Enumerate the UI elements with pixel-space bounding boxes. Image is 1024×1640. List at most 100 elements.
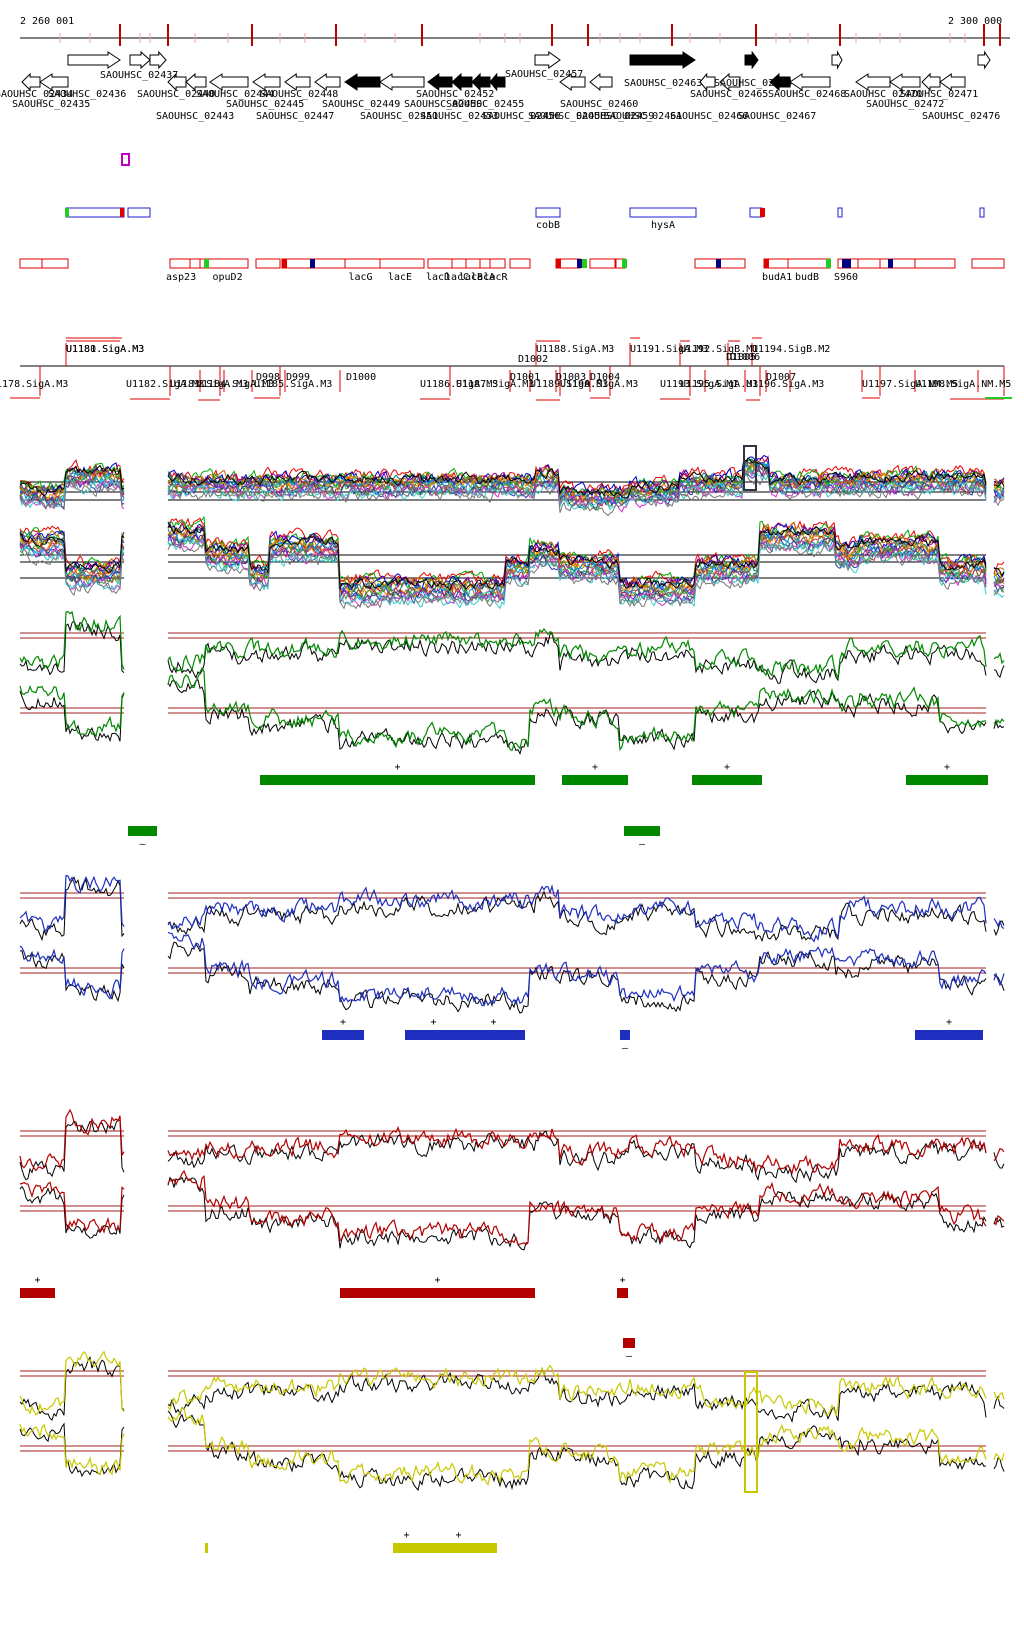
coord-end: 2 300 000 (948, 16, 1002, 27)
feature-label: lacR (484, 272, 509, 283)
green-plus-segment (260, 775, 535, 785)
promoter-label: U1194.SigB.M2 (752, 344, 830, 355)
feature-red-box (971, 258, 1005, 269)
panel-trace-black (19, 679, 1005, 755)
feature-red-box (169, 258, 191, 269)
yellow-plus-segment (420, 1543, 497, 1553)
red-plus-segment (340, 1288, 535, 1298)
feature-red-box (204, 258, 249, 269)
promoter-label: U1184.SigA.M3 (196, 379, 274, 390)
gene-label: SAOUHSC_02476 (922, 111, 1000, 122)
feature-red-box (379, 258, 425, 269)
gene-label: SAOUHSC_02464 (714, 78, 792, 89)
red-minus-segment (623, 1338, 635, 1348)
feature-red-box (451, 258, 467, 269)
gene-arrow (921, 72, 941, 92)
gene-arrow (185, 72, 207, 92)
gene-arrow (167, 72, 187, 92)
feature-blue-box (979, 207, 985, 218)
gene-label: SAOUHSC_02434 (0, 89, 73, 100)
overview-trace-black (19, 523, 1005, 591)
gene-arrow (939, 73, 966, 91)
gene-arrow (744, 50, 759, 70)
red-minus-sign: – (626, 1351, 633, 1362)
overview-trace-bottom (19, 521, 1005, 593)
blue-plus-sign: + (946, 1017, 952, 1028)
feature-red-box (509, 258, 531, 269)
promoter-label: D999 (286, 372, 310, 383)
red-plus-segment (617, 1288, 628, 1298)
red-plus-sign: + (620, 1275, 626, 1286)
promoter-label: D1001 (510, 372, 540, 383)
panel-trace-color (19, 610, 1005, 680)
panel-trace-color (19, 667, 1005, 752)
promoter-label: U1187.SigA.M3 (456, 379, 534, 390)
overview-trace-bottom (19, 517, 1005, 587)
feature-red-box (787, 258, 831, 269)
panel-trace-color (19, 1108, 1005, 1175)
feature-label: lacD (426, 272, 450, 283)
gene-label: SAOUHSC_02444 (196, 89, 274, 100)
blue-minus-segment (620, 1030, 630, 1040)
feature-label: budB (795, 272, 819, 283)
expression-tracks: + + + + – – + + + + – + + + – + + (19, 445, 1005, 1553)
blue-minus-sign: – (622, 1043, 629, 1054)
feature-green-mark (65, 208, 69, 217)
blue-plus-segment (915, 1030, 983, 1040)
gene-label: SAOUHSC_02448 (260, 89, 338, 100)
promoter-label: D1002 (518, 354, 548, 365)
promoter-label: U1183.SigA.M3 (170, 379, 248, 390)
feature-blue-box (127, 207, 151, 218)
gene-label: SAOUHSC_02445 (226, 99, 304, 110)
gene-label: SAOUHSC_02440 (137, 89, 215, 100)
panel-trace-color (19, 931, 1005, 1007)
feature-red-box (255, 258, 281, 269)
yellow-plus-segment (393, 1543, 420, 1553)
panel-trace-color (19, 1407, 1005, 1486)
promoter-label: D1004 (590, 372, 620, 383)
feature-blue-box (837, 207, 843, 218)
feature-label: lacB (459, 272, 483, 283)
promoter-label: U1193.SigA.M1 (660, 379, 738, 390)
panel-trace-color (19, 1350, 1005, 1418)
gene-label: SAOUHSC_02458 (528, 111, 606, 122)
red-plus-sign: + (35, 1275, 41, 1286)
feature-label: lacC (445, 272, 469, 283)
gene-label: SAOUHSC_02471 (900, 89, 978, 100)
gene-arrow (855, 73, 891, 91)
gene-arrow (889, 73, 921, 91)
gene-label: SAOUHSC_02452 (416, 89, 494, 100)
feature-red-box (427, 258, 453, 269)
blue-plus-segment (322, 1030, 364, 1040)
feature-red-box (879, 258, 916, 269)
feature-mark (282, 259, 287, 268)
gene-arrow (252, 73, 281, 91)
gene-label: SAOUHSC_02463 (624, 78, 702, 89)
feature-mark (842, 259, 847, 268)
feature-red-box (489, 258, 506, 269)
overview-trace-black (19, 457, 1005, 499)
panel-trace-black (19, 1410, 1005, 1492)
promoter-label: U1189.SigA.M3 (530, 379, 608, 390)
gene-arrow (67, 51, 121, 69)
green-minus-sign: – (140, 839, 147, 850)
feature-mark (310, 259, 315, 268)
panel-trace-black (19, 1176, 1005, 1251)
feature-label: lacA (471, 272, 495, 283)
feature-red-mark (120, 208, 124, 217)
gene-label: SAOUHSC_02436 (48, 89, 126, 100)
overview-trace-top (19, 471, 1005, 517)
green-plus-segment (692, 775, 762, 785)
gene-arrow (489, 72, 506, 92)
gene-arrow (379, 73, 425, 91)
yellow-plus-segment (205, 1543, 208, 1553)
promoter-label: D998 (256, 372, 280, 383)
feature-label: budA1 (762, 272, 792, 283)
feature-track: cobB hysA asp23 opuD2 lacG lacE lacDlacClacBla… (19, 153, 1005, 283)
gene-arrow (209, 73, 249, 91)
gene-label: SAOUHSC_02470 (844, 89, 922, 100)
gene-arrow (699, 72, 716, 92)
feature-label: hysA (651, 220, 675, 231)
feature-mark (204, 259, 209, 268)
gene-label: SAOUHSC_02443 (156, 111, 234, 122)
